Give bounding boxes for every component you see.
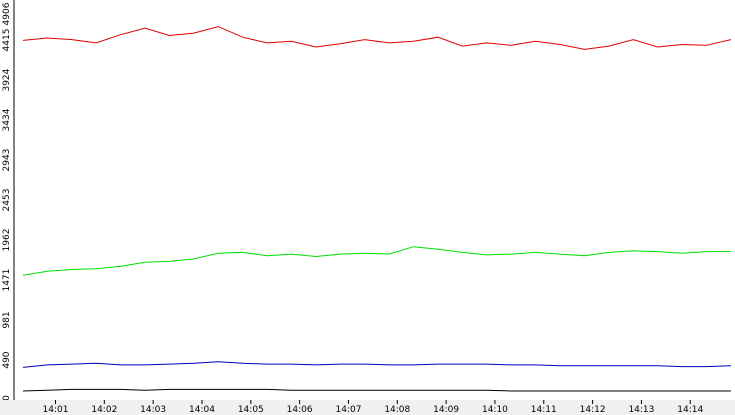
x-tick-label: 14:14 xyxy=(677,405,703,415)
x-tick-label: 14:03 xyxy=(140,405,166,415)
y-axis-tick-labels: 0 490 981 1471 1962 2453 2943 3434 3924 4415 4906 xyxy=(2,2,12,401)
series-group xyxy=(22,26,732,392)
x-tick-label: 14:05 xyxy=(238,405,264,415)
y-tick-label: 490 xyxy=(2,351,12,368)
y-tick-label: 3434 xyxy=(2,108,12,131)
x-tick-label: 14:13 xyxy=(628,405,654,415)
y-tick-label: 0 xyxy=(2,395,12,401)
x-tick-label: 14:01 xyxy=(43,405,69,415)
series-line-3 xyxy=(22,361,731,368)
x-axis-tick-labels: 14:01 14:02 14:03 14:04 14:05 14:06 14:07 14:08… xyxy=(43,400,703,415)
x-tick-label: 14:10 xyxy=(482,405,508,415)
x-tick-label: 14:11 xyxy=(531,405,557,415)
plot-area xyxy=(13,0,732,400)
x-tick-label: 14:09 xyxy=(433,405,459,415)
x-tick-label: 14:02 xyxy=(91,405,117,415)
series-line-4 xyxy=(22,388,731,392)
y-tick-label: 2943 xyxy=(2,149,12,172)
y-tick-label: 4415 xyxy=(2,29,12,52)
y-tick-label: 3924 xyxy=(2,68,12,91)
series-line-1 xyxy=(22,26,732,50)
x-tick-label: 14:08 xyxy=(384,405,410,415)
y-tick-label: 1962 xyxy=(2,229,12,252)
y-tick-label: 2453 xyxy=(2,189,12,212)
x-axis: 14:01 14:02 14:03 14:04 14:05 14:06 14:07 14:08… xyxy=(0,400,735,415)
x-tick-label: 14:07 xyxy=(335,405,361,415)
series-line-2 xyxy=(22,246,731,276)
y-tick-label: 4906 xyxy=(2,2,12,25)
x-tick-label: 14:06 xyxy=(287,405,313,415)
x-tick-label: 14:04 xyxy=(189,405,215,415)
y-tick-label: 1471 xyxy=(2,269,12,292)
x-tick-label: 14:12 xyxy=(580,405,606,415)
y-tick-label: 981 xyxy=(2,311,12,328)
x-axis-band xyxy=(0,400,735,415)
